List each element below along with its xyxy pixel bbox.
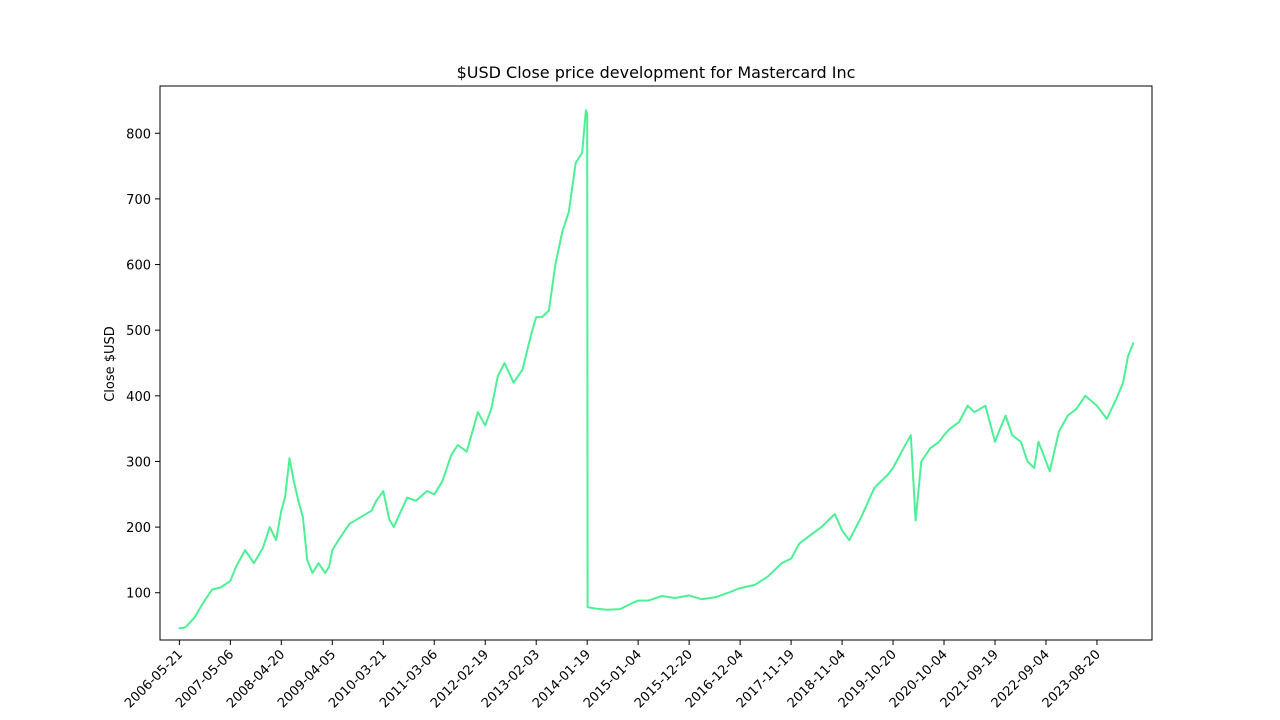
chart-title: $USD Close price development for Masterc… bbox=[457, 63, 856, 82]
y-tick-label: 800 bbox=[126, 127, 151, 142]
y-tick-label: 200 bbox=[126, 521, 151, 536]
y-tick-label: 500 bbox=[126, 324, 151, 339]
y-tick-label: 600 bbox=[126, 259, 151, 274]
y-tick-label: 100 bbox=[126, 587, 151, 602]
y-axis-label: Close $USD bbox=[103, 326, 118, 402]
y-tick-label: 400 bbox=[126, 390, 151, 405]
axes-frame bbox=[159, 85, 1153, 641]
series-line-0 bbox=[178, 109, 1135, 630]
y-tick-label: 700 bbox=[126, 193, 151, 208]
y-tick-label: 300 bbox=[126, 455, 151, 470]
